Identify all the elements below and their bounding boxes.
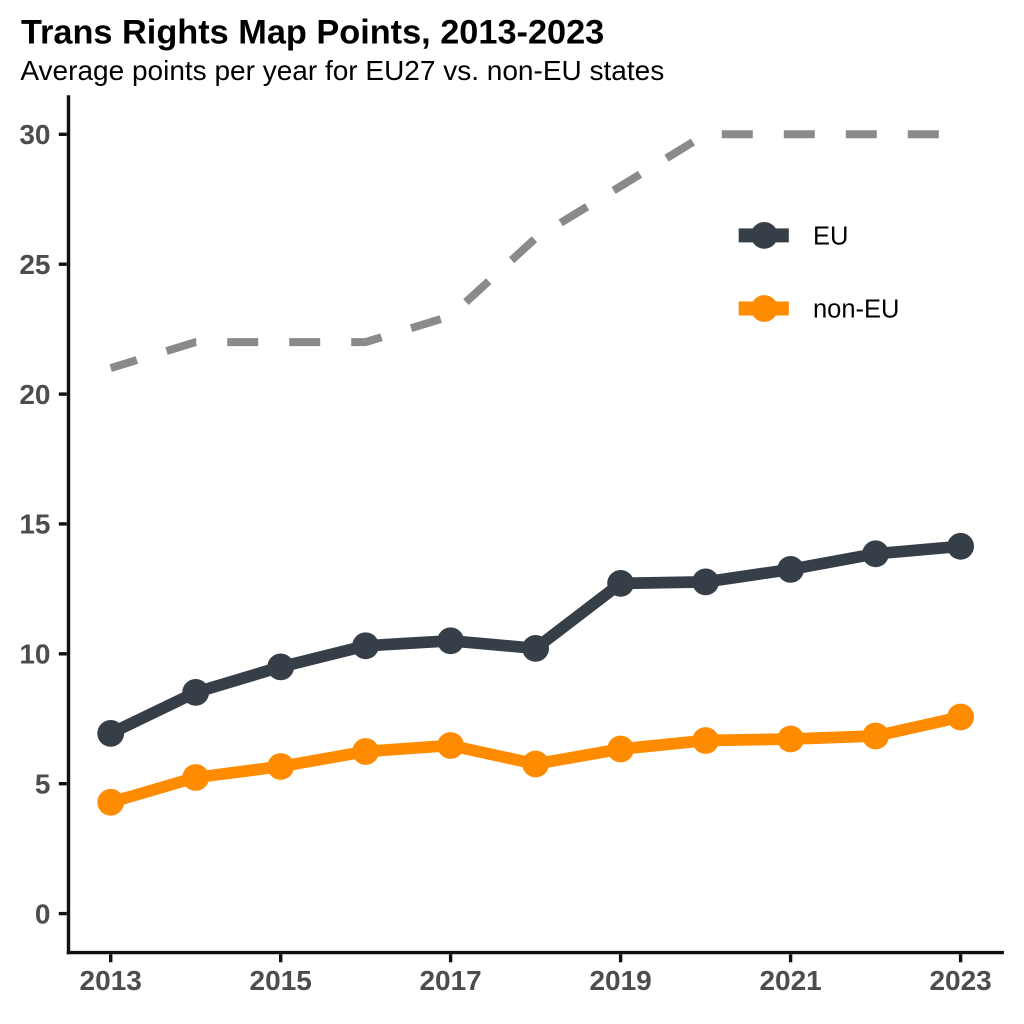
svg-text:10: 10 xyxy=(19,639,50,670)
svg-text:25: 25 xyxy=(19,249,50,280)
svg-text:20: 20 xyxy=(19,379,50,410)
svg-text:30: 30 xyxy=(19,119,50,150)
svg-text:Average points per year for EU: Average points per year for EU27 vs. non… xyxy=(20,55,664,86)
svg-text:2019: 2019 xyxy=(589,965,651,996)
svg-text:2021: 2021 xyxy=(759,965,821,996)
svg-text:5: 5 xyxy=(35,768,51,799)
svg-text:2013: 2013 xyxy=(80,965,142,996)
svg-text:2017: 2017 xyxy=(419,965,481,996)
svg-text:Trans Rights Map Points, 2013-: Trans Rights Map Points, 2013-2023 xyxy=(21,13,604,51)
svg-text:0: 0 xyxy=(35,898,51,929)
svg-text:non-EU: non-EU xyxy=(813,296,899,324)
svg-text:2023: 2023 xyxy=(929,965,991,996)
svg-text:EU: EU xyxy=(813,223,848,251)
svg-text:15: 15 xyxy=(19,509,50,540)
svg-text:2015: 2015 xyxy=(250,965,312,996)
